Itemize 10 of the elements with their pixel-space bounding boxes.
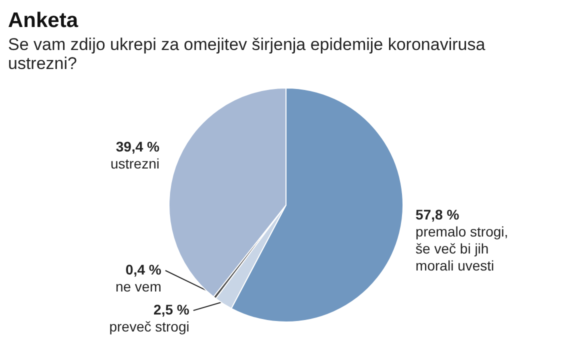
slice-label: ustrezni (110, 156, 160, 172)
data-label: 2,5 % (154, 302, 190, 318)
slice-label: premalo strogi, še več bi jih morali uvesti (416, 223, 508, 274)
data-label: 39,4 % (116, 138, 160, 155)
data-label: 0,4 % (126, 262, 162, 278)
slice-label: ne vem (115, 278, 162, 294)
data-label: 57,8 % (416, 206, 460, 222)
chart-title: Anketa (8, 9, 78, 32)
chart-subtitle: Se vam zdijo ukrepi za omejitev širjenja epidemije koronavirusa ustrezni? (8, 35, 486, 73)
slice-label: preveč strogi (109, 318, 190, 334)
